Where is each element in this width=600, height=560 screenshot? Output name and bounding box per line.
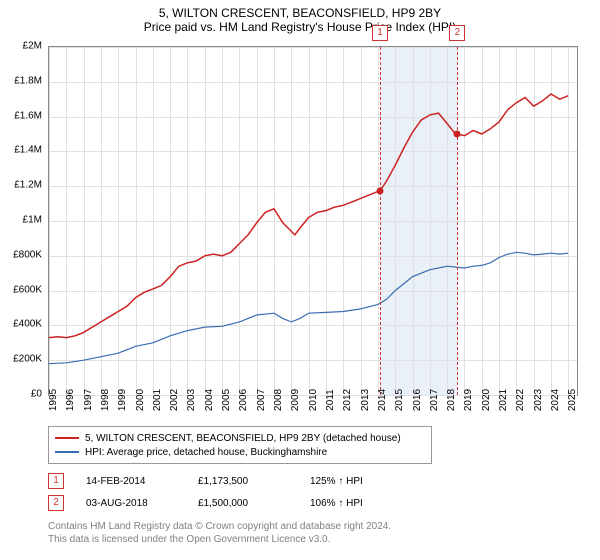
xtick-label: 2019 [463, 389, 474, 411]
footnote: Contains HM Land Registry data © Crown c… [48, 520, 391, 546]
series-line-hpi [49, 252, 568, 363]
ytick-label: £2M [23, 41, 42, 52]
row-price: £1,173,500 [198, 476, 288, 487]
row-date: 03-AUG-2018 [86, 498, 176, 509]
xtick-label: 1995 [48, 389, 59, 411]
row-pct: 125% ↑ HPI [310, 476, 410, 487]
marker-line [380, 47, 381, 395]
xtick-label: 2009 [290, 389, 301, 411]
ytick-label: £400K [13, 319, 42, 330]
legend-swatch [55, 451, 79, 453]
xtick-label: 2014 [377, 389, 388, 411]
xtick-label: 2013 [360, 389, 371, 411]
legend-item-property: 5, WILTON CRESCENT, BEACONSFIELD, HP9 2B… [55, 431, 425, 445]
xtick-label: 2021 [498, 389, 509, 411]
chart-subtitle: Price paid vs. HM Land Registry's House … [0, 20, 600, 38]
transaction-row: 1 14-FEB-2014 £1,173,500 125% ↑ HPI [48, 470, 410, 492]
legend-item-hpi: HPI: Average price, detached house, Buck… [55, 445, 425, 459]
xtick-label: 2008 [273, 389, 284, 411]
xtick-label: 1999 [117, 389, 128, 411]
legend-swatch [55, 437, 79, 439]
transaction-row: 2 03-AUG-2018 £1,500,000 106% ↑ HPI [48, 492, 410, 514]
xtick-label: 2017 [429, 389, 440, 411]
ytick-label: £1.8M [14, 75, 42, 86]
xtick-label: 1996 [65, 389, 76, 411]
marker-box-icon: 2 [449, 25, 465, 41]
ytick-label: £1M [23, 215, 42, 226]
xtick-label: 2004 [204, 389, 215, 411]
row-marker-icon: 2 [48, 495, 64, 511]
footnote-line: Contains HM Land Registry data © Crown c… [48, 520, 391, 533]
ytick-label: £200K [13, 354, 42, 365]
xtick-label: 2024 [550, 389, 561, 411]
xtick-label: 2001 [152, 389, 163, 411]
xtick-label: 2018 [446, 389, 457, 411]
marker-line [457, 47, 458, 395]
xtick-label: 2007 [256, 389, 267, 411]
row-price: £1,500,000 [198, 498, 288, 509]
chart-title: 5, WILTON CRESCENT, BEACONSFIELD, HP9 2B… [0, 0, 600, 20]
legend-label: HPI: Average price, detached house, Buck… [85, 447, 327, 458]
legend-label: 5, WILTON CRESCENT, BEACONSFIELD, HP9 2B… [85, 433, 401, 444]
xtick-label: 2005 [221, 389, 232, 411]
legend: 5, WILTON CRESCENT, BEACONSFIELD, HP9 2B… [48, 426, 432, 464]
marker-dot-icon [376, 187, 383, 194]
xtick-label: 2000 [135, 389, 146, 411]
row-date: 14-FEB-2014 [86, 476, 176, 487]
xtick-label: 2022 [515, 389, 526, 411]
series-line-property [49, 94, 568, 338]
ytick-label: £1.6M [14, 110, 42, 121]
ytick-label: £0 [31, 389, 42, 400]
ytick-label: £1.4M [14, 145, 42, 156]
chart-area: 12 £0£200K£400K£600K£800K£1M£1.2M£1.4M£1… [48, 46, 578, 396]
row-pct: 106% ↑ HPI [310, 498, 410, 509]
xtick-label: 2003 [186, 389, 197, 411]
ytick-label: £800K [13, 249, 42, 260]
xtick-label: 1998 [100, 389, 111, 411]
xtick-label: 2011 [325, 389, 336, 411]
ytick-label: £1.2M [14, 180, 42, 191]
series-lines [49, 47, 577, 395]
ytick-label: £600K [13, 284, 42, 295]
xtick-label: 2010 [308, 389, 319, 411]
marker-dot-icon [454, 131, 461, 138]
xtick-label: 2006 [238, 389, 249, 411]
row-marker-icon: 1 [48, 473, 64, 489]
transaction-rows: 1 14-FEB-2014 £1,173,500 125% ↑ HPI 2 03… [48, 470, 410, 514]
xtick-label: 1997 [83, 389, 94, 411]
xtick-label: 2015 [394, 389, 405, 411]
xtick-label: 2023 [533, 389, 544, 411]
xtick-label: 2012 [342, 389, 353, 411]
xtick-label: 2020 [481, 389, 492, 411]
xtick-label: 2025 [567, 389, 578, 411]
plot-frame: 12 [48, 46, 578, 396]
xtick-label: 2016 [412, 389, 423, 411]
footnote-line: This data is licensed under the Open Gov… [48, 533, 391, 546]
xtick-label: 2002 [169, 389, 180, 411]
marker-box-icon: 1 [372, 25, 388, 41]
